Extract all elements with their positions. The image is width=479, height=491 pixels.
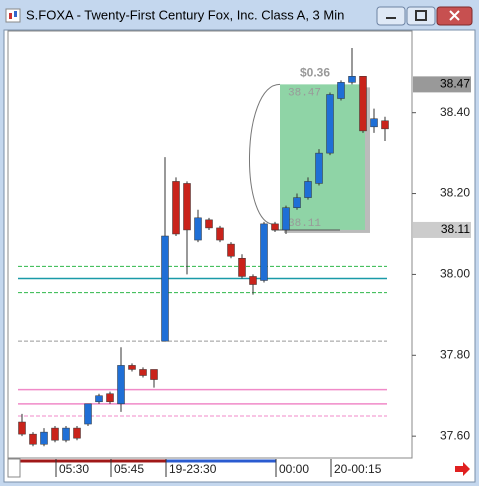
candle-body bbox=[150, 369, 158, 380]
candle-body bbox=[359, 76, 367, 132]
box-high-label: 38.47 bbox=[288, 87, 321, 99]
candle-body bbox=[84, 403, 92, 425]
candle-body bbox=[205, 219, 213, 229]
candle-body bbox=[260, 223, 268, 281]
minimize-button[interactable] bbox=[376, 6, 406, 26]
candle-body bbox=[172, 181, 180, 235]
window-buttons bbox=[376, 6, 473, 26]
chart: 37.60 37.80 38.00 38.20 38.40 $0.36 38.47 38.11… bbox=[18, 47, 471, 477]
candle-body bbox=[51, 427, 59, 441]
arc bbox=[249, 83, 281, 225]
price-marker bbox=[413, 76, 471, 93]
candle-body bbox=[293, 197, 301, 208]
candle-body bbox=[326, 94, 334, 154]
minimize-icon bbox=[386, 17, 396, 19]
x-tick-label: 20-00:15 bbox=[334, 462, 382, 476]
y-tick-label: 38.00 bbox=[440, 267, 470, 281]
maximize-icon bbox=[415, 10, 427, 21]
app-icon bbox=[5, 8, 21, 23]
scroll-box[interactable] bbox=[7, 458, 21, 478]
candle-body bbox=[249, 276, 257, 285]
candle-body bbox=[95, 395, 103, 403]
x-tick-label: 05:30 bbox=[59, 462, 89, 476]
candle-body bbox=[128, 365, 136, 370]
app-icon-bar bbox=[9, 13, 12, 19]
box-change-label: $0.36 bbox=[300, 66, 330, 80]
y-tick-label: 37.60 bbox=[440, 428, 470, 442]
candle-body bbox=[337, 82, 345, 99]
candle-body bbox=[271, 223, 279, 231]
price-marker-label: 38.11 bbox=[441, 222, 470, 236]
candle-body bbox=[315, 152, 323, 184]
y-tick-label: 37.80 bbox=[440, 347, 470, 361]
price-marker-label: 38.47 bbox=[440, 77, 470, 91]
close-icon bbox=[449, 10, 460, 21]
candle-body bbox=[29, 433, 37, 445]
candle-body bbox=[117, 365, 125, 405]
candle-body bbox=[73, 427, 81, 439]
app-icon-bar bbox=[14, 11, 17, 17]
box-low-label: 38.11 bbox=[288, 218, 321, 230]
candle-body bbox=[183, 183, 191, 231]
candle-body bbox=[304, 181, 312, 198]
candle-body bbox=[40, 431, 48, 445]
candle-body bbox=[18, 421, 26, 435]
candle-body bbox=[227, 243, 235, 257]
price-marker bbox=[413, 221, 471, 238]
x-tick-label: 00:00 bbox=[279, 462, 309, 476]
candle-body bbox=[216, 227, 224, 241]
candle-body bbox=[381, 120, 389, 130]
candle-body bbox=[106, 393, 114, 403]
y-tick-label: 38.20 bbox=[440, 186, 470, 200]
x-tick-label: 05:45 bbox=[114, 462, 144, 476]
candle-body bbox=[348, 76, 356, 83]
x-tick-label: 19-23:30 bbox=[169, 462, 217, 476]
scroll-arrow[interactable] bbox=[455, 462, 470, 476]
window-title: S.FOXA - Twenty-First Century Fox, Inc. … bbox=[26, 7, 344, 22]
candle-body bbox=[282, 207, 290, 231]
candle-body bbox=[62, 427, 70, 441]
candle-body bbox=[238, 257, 246, 277]
candle-body bbox=[194, 217, 202, 241]
candle-body bbox=[370, 118, 378, 128]
maximize-button[interactable] bbox=[406, 6, 436, 26]
candle-body bbox=[161, 235, 169, 342]
candle-body bbox=[139, 369, 147, 376]
y-tick-label: 38.40 bbox=[440, 105, 470, 119]
